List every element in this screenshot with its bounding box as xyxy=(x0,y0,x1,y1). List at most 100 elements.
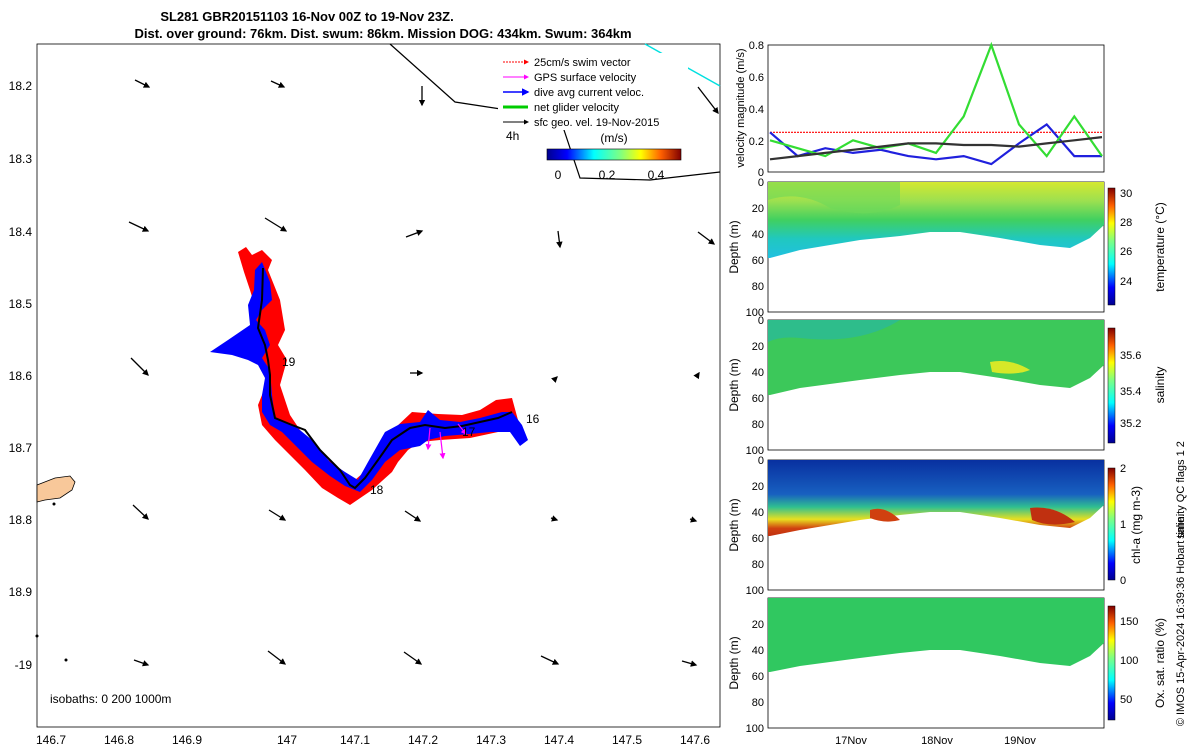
oxygen-panel: 20 40 60 80 100 Depth (m) 150 100 50 Ox.… xyxy=(727,597,1167,747)
temperature-panel: 0 20 40 60 80 100 Depth (m) 30 28 26 24 … xyxy=(727,177,1167,319)
chla-cbar-label: chl-a (mg m-3) xyxy=(1129,486,1143,564)
map-y-tick-label: 18.4 xyxy=(9,225,33,239)
oxygen-cbar-tick: 100 xyxy=(1120,655,1138,667)
oxygen-cbar-tick: 50 xyxy=(1120,694,1132,706)
colorbar-gradient xyxy=(546,148,682,161)
depth-tick-label: 40 xyxy=(752,507,764,519)
time-tick-label: 17Nov xyxy=(835,735,867,747)
day-label: 16 xyxy=(526,412,540,426)
island-dot xyxy=(52,502,56,506)
depth-tick-label: 40 xyxy=(752,229,764,241)
depth-tick-label: 60 xyxy=(752,533,764,545)
map-y-tick-label: -19 xyxy=(15,658,33,672)
map-x-tick-label: 147 xyxy=(277,733,297,747)
map-x-tick-label: 146.9 xyxy=(172,733,202,747)
colorbar-tick-label: 0 xyxy=(555,168,562,182)
chla-colorbar xyxy=(1107,467,1116,581)
depth-tick-label: 0 xyxy=(758,177,764,189)
dive-avg-current-envelope xyxy=(210,262,528,492)
colorbar-unit: (m/s) xyxy=(600,131,627,145)
temperature-cbar-tick: 30 xyxy=(1120,188,1132,200)
glider-track xyxy=(256,267,513,490)
map-y-tick-label: 18.7 xyxy=(9,441,33,455)
chart-title-line1: SL281 GBR20151103 16-Nov 00Z to 19-Nov 2… xyxy=(160,9,453,24)
map-x-tick-label: 147.2 xyxy=(408,733,438,747)
chla-field xyxy=(768,460,1104,536)
depth-tick-label: 0 xyxy=(758,455,764,467)
depth-tick-label: 100 xyxy=(746,307,764,319)
map-x-tick-label: 147.1 xyxy=(340,733,370,747)
day-label: 19 xyxy=(282,355,296,369)
salinity-salty-patch xyxy=(990,361,1030,374)
map-axes-box xyxy=(36,43,721,728)
map-x-tick-label: 147.5 xyxy=(612,733,642,747)
scale-label: 4h xyxy=(506,129,519,143)
speed-colorbar: (m/s) 0 0.2 0.4 xyxy=(546,131,682,182)
legend-label: 25cm/s swim vector xyxy=(534,57,631,69)
salinity-colorbar xyxy=(1107,327,1116,444)
chla-cbar-tick: 2 xyxy=(1120,463,1126,475)
map-x-tick-label: 146.7 xyxy=(36,733,66,747)
velocity-series-line xyxy=(769,122,1102,166)
temperature-cbar-tick: 28 xyxy=(1120,217,1132,229)
salinity-cbar-tick: 35.2 xyxy=(1120,418,1141,430)
depth-tick-label: 60 xyxy=(752,671,764,683)
chla-cbar-tick: 0 xyxy=(1120,575,1126,587)
depth-axis-label: Depth (m) xyxy=(727,220,741,273)
time-tick-label: 18Nov xyxy=(921,735,953,747)
map-x-tick-label: 147.4 xyxy=(544,733,574,747)
map-y-tick-label: 18.5 xyxy=(9,297,33,311)
isobath-line xyxy=(389,43,721,181)
depth-axis-label: Depth (m) xyxy=(727,636,741,689)
depth-tick-label: 40 xyxy=(752,645,764,657)
velocity-y-tick-label: 0.4 xyxy=(749,104,764,116)
oxygen-cbar-label: Ox. sat. ratio (%) xyxy=(1153,618,1167,708)
velocity-axes-box xyxy=(767,44,1105,173)
depth-tick-label: 20 xyxy=(752,481,764,493)
depth-tick-label: 100 xyxy=(746,585,764,597)
depth-tick-label: 60 xyxy=(752,393,764,405)
depth-tick-label: 100 xyxy=(746,445,764,457)
oxygen-cbar-tick: 150 xyxy=(1120,616,1138,628)
sfc-geo-velocity-arrows xyxy=(128,79,719,667)
velocity-y-tick-label: 0 xyxy=(758,167,764,179)
map-x-ticks: 146.7 146.8 146.9 147 147.1 147.2 147.3 … xyxy=(36,733,710,747)
map-y-tick-label: 18.6 xyxy=(9,369,33,383)
chla-cbar-tick: 1 xyxy=(1120,519,1126,531)
chart-title-line2: Dist. over ground: 76km. Dist. swum: 86k… xyxy=(134,26,631,41)
depth-tick-label: 100 xyxy=(746,723,764,735)
map-x-tick-label: 147.6 xyxy=(680,733,710,747)
depth-tick-label: 60 xyxy=(752,255,764,267)
depth-tick-label: 80 xyxy=(752,419,764,431)
chla-panel: 0 20 40 60 80 100 Depth (m) 2 1 0 chl-a … xyxy=(727,455,1143,597)
velocity-panel: 0 0.2 0.4 0.6 0.8 velocity magnitude (m/… xyxy=(735,40,1105,179)
day-label: 17 xyxy=(462,425,476,439)
salinity-cbar-tick: 35.4 xyxy=(1120,386,1141,398)
isobaths-label: isobaths: 0 200 1000m xyxy=(50,692,171,706)
salinity-panel: 0 20 40 60 80 100 Depth (m) 35.6 35.4 35… xyxy=(727,315,1167,457)
legend-label: GPS surface velocity xyxy=(534,72,637,84)
map-y-tick-label: 18.8 xyxy=(9,513,33,527)
temperature-cbar-label: temperature (°C) xyxy=(1153,202,1167,292)
depth-axis-label: Depth (m) xyxy=(727,498,741,551)
qc-flags-label: salinity QC flags 1 2 xyxy=(1175,441,1187,539)
credit-label: © IMOS 15-Apr-2024 16:39:36 Hobart time. xyxy=(1175,514,1187,726)
island-dot xyxy=(64,658,68,662)
velocity-y-axis-label: velocity magnitude (m/s) xyxy=(735,48,747,167)
depth-tick-label: 20 xyxy=(752,203,764,215)
map-x-tick-label: 147.3 xyxy=(476,733,506,747)
temperature-cbar-tick: 24 xyxy=(1120,276,1132,288)
velocity-y-tick-label: 0.8 xyxy=(749,40,764,52)
velocity-series-group xyxy=(769,41,1103,166)
map-y-tick-label: 18.9 xyxy=(9,585,33,599)
chla-max-patch xyxy=(870,508,900,522)
oxygen-colorbar xyxy=(1107,605,1116,721)
temperature-colorbar xyxy=(1107,187,1116,306)
colorbar-tick-label: 0.2 xyxy=(599,168,616,182)
depth-tick-label: 40 xyxy=(752,367,764,379)
legend-label: dive avg current veloc. xyxy=(534,87,644,99)
time-tick-label: 19Nov xyxy=(1004,735,1036,747)
depth-tick-label: 80 xyxy=(752,697,764,709)
map-x-tick-label: 146.8 xyxy=(104,733,134,747)
oxygen-field xyxy=(768,598,1104,672)
